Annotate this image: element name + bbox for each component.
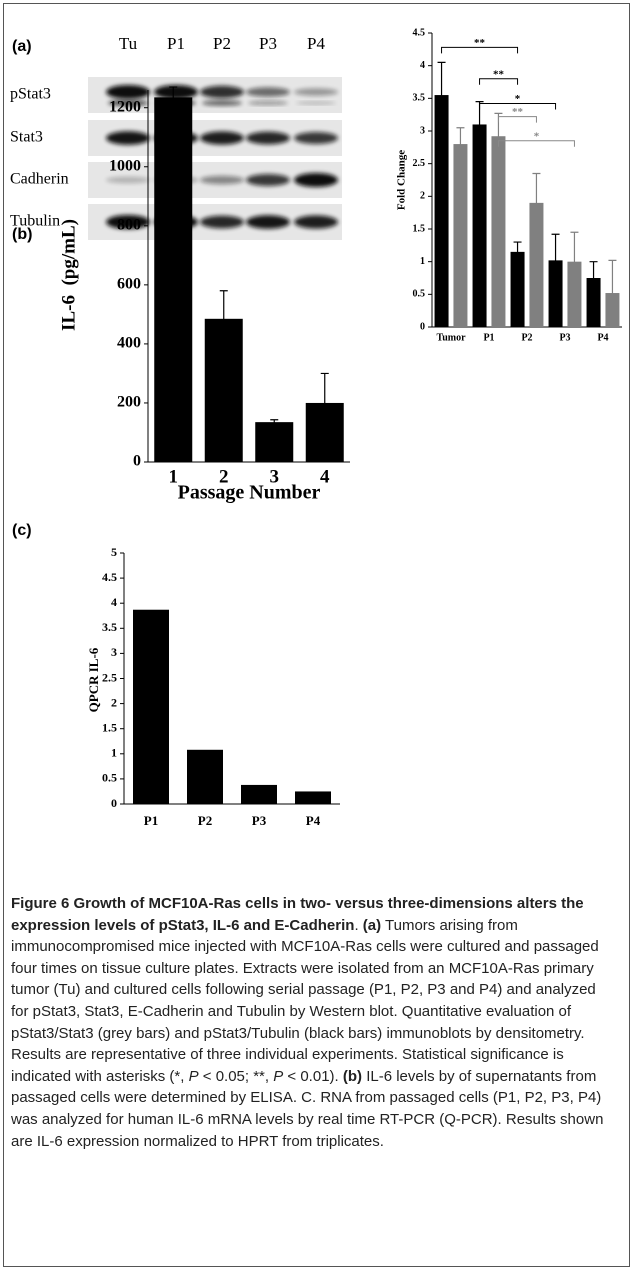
- blot-band: [294, 215, 338, 228]
- y-tick-label: 0: [420, 321, 425, 332]
- row-label: pStat3: [10, 86, 51, 103]
- bar: [453, 144, 467, 327]
- y-tick-label: 0: [133, 453, 141, 470]
- y-axis-label: QPCR IL-6: [86, 647, 101, 712]
- y-tick-label: 1: [420, 256, 425, 267]
- y-tick-label: 0.5: [102, 771, 117, 785]
- y-tick-label: 2: [420, 191, 425, 202]
- y-tick-label: 3.5: [413, 93, 426, 104]
- y-axis-label: IL-6 (pg/mL): [58, 219, 79, 331]
- y-tick-label: 3: [111, 645, 117, 659]
- y-tick-label: 4.5: [413, 27, 426, 38]
- y-tick-label: 0: [111, 796, 117, 810]
- blot-band: [296, 102, 336, 105]
- blot-band: [106, 85, 150, 99]
- x-tick-label: P1: [144, 813, 158, 828]
- blot-band: [200, 176, 244, 184]
- x-tick-label: P3: [252, 813, 267, 828]
- y-tick-label: 1000: [109, 157, 141, 174]
- x-tick-label: 4: [320, 466, 330, 487]
- blot-band: [200, 131, 244, 144]
- caption: Figure 6 Growth of MCF10A-Ras cells in t…: [11, 893, 617, 1152]
- x-tick-label: P3: [559, 332, 570, 343]
- bar: [154, 97, 192, 462]
- caption-text: Tumors arising from immunocompromised mi…: [11, 917, 599, 1085]
- y-tick-label: 4.5: [102, 570, 117, 584]
- significance-label: *: [515, 93, 521, 105]
- lane-label: P3: [259, 34, 277, 53]
- blot-band: [246, 132, 290, 145]
- bar: [295, 791, 331, 804]
- bar: [255, 422, 293, 462]
- blot-band: [246, 215, 290, 229]
- blot-band: [106, 177, 150, 183]
- panel-label: (a): [12, 38, 32, 55]
- y-tick-label: 600: [117, 276, 141, 293]
- x-tick-label: P4: [306, 813, 321, 828]
- x-tick-label: P1: [483, 332, 494, 343]
- row-label: Cadherin: [10, 171, 69, 188]
- significance-label: **: [512, 106, 524, 118]
- y-tick-label: 3.5: [102, 620, 117, 634]
- blot-band: [200, 86, 244, 98]
- lane-label: P4: [307, 34, 325, 53]
- blot-band: [246, 87, 290, 97]
- blot-band: [294, 132, 338, 144]
- y-tick-label: 1: [111, 746, 117, 760]
- x-tick-label: P4: [597, 332, 608, 343]
- bar: [511, 252, 525, 327]
- bar: [473, 124, 487, 327]
- blot-band: [248, 101, 288, 105]
- bar: [133, 610, 169, 804]
- caption-text: .: [354, 917, 362, 934]
- y-axis-label: Fold Change: [396, 150, 408, 210]
- y-tick-label: 5: [111, 545, 117, 559]
- blot-band: [294, 88, 338, 96]
- x-tick-label: Tumor: [436, 332, 466, 343]
- significance-label: **: [493, 68, 505, 80]
- blot-band: [106, 131, 150, 145]
- bar: [435, 95, 449, 327]
- y-tick-label: 400: [117, 335, 141, 352]
- y-tick-label: 0.5: [413, 289, 426, 300]
- significance-label: *: [534, 130, 540, 142]
- caption-text: < 0.05; **,: [199, 1068, 274, 1085]
- bar: [491, 136, 505, 327]
- caption-text: (b): [343, 1068, 362, 1085]
- blot-band: [246, 174, 290, 186]
- lane-label: P2: [213, 34, 231, 53]
- y-tick-label: 4: [111, 595, 117, 609]
- y-tick-label: 1.5: [102, 720, 117, 734]
- lane-label: P1: [167, 34, 185, 53]
- caption-text: (a): [363, 917, 381, 934]
- caption-text: P: [189, 1068, 199, 1085]
- y-tick-label: 2: [111, 695, 117, 709]
- x-axis-label: Passage Number: [178, 482, 321, 504]
- caption-text: < 0.01).: [283, 1068, 343, 1085]
- y-tick-label: 200: [117, 394, 141, 411]
- page: {"chart_data": [ {"type": "bar", "panel_…: [0, 0, 633, 1270]
- x-tick-label: 1: [169, 466, 179, 487]
- bar: [241, 785, 277, 804]
- lane-label: Tu: [119, 34, 138, 53]
- blot-band: [202, 100, 242, 105]
- blot-band: [200, 216, 244, 229]
- row-label: Stat3: [10, 129, 43, 146]
- significance-label: **: [474, 37, 486, 49]
- y-tick-label: 2.5: [413, 158, 426, 169]
- y-tick-label: 800: [117, 216, 141, 233]
- x-tick-label: P2: [521, 332, 532, 343]
- caption-text: P: [273, 1068, 283, 1085]
- y-tick-label: 1.5: [413, 223, 426, 234]
- y-tick-label: 2.5: [102, 670, 117, 684]
- y-tick-label: 3: [420, 125, 425, 136]
- y-tick-label: 1200: [109, 98, 141, 115]
- y-tick-label: 4: [420, 60, 425, 71]
- bar: [187, 750, 223, 804]
- panel-label: (c): [12, 522, 32, 539]
- x-tick-label: P2: [198, 813, 212, 828]
- blot-band: [294, 173, 338, 187]
- panel-label: (b): [12, 226, 32, 243]
